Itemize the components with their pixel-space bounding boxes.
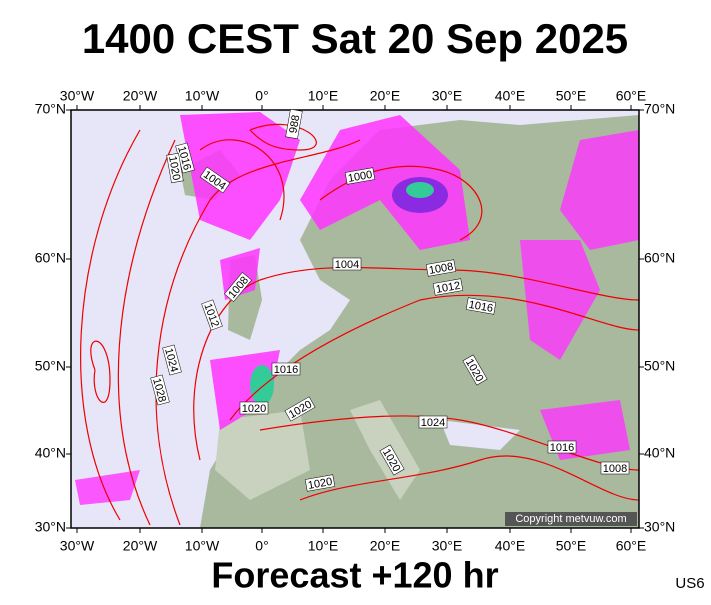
- isobar-value: 1016: [468, 299, 494, 315]
- isobar-label-box: [150, 374, 170, 406]
- forecast-label: Forecast +120 hr: [211, 555, 498, 596]
- isobar-label: 1020: [166, 152, 184, 184]
- latitude-label: 50°N: [35, 358, 66, 374]
- isobar-label: 1016: [465, 297, 497, 315]
- isobar-label-box: [425, 259, 457, 277]
- isobar-label: 1004: [332, 257, 362, 271]
- longitude-label: 20°W: [123, 538, 158, 554]
- longitude-label: 10°E: [308, 538, 339, 554]
- isobar-label-box: [600, 461, 630, 475]
- isobar-label-box: [285, 108, 303, 140]
- longitude-label: 40°E: [495, 538, 526, 554]
- isobar-label: 1016: [271, 362, 301, 376]
- isobar-value: 1016: [274, 364, 298, 376]
- longitude-label: 60°E: [616, 88, 647, 104]
- isobar-label: 1000: [344, 167, 376, 185]
- isobar-label-box: [201, 299, 223, 331]
- isobar-label-box: [547, 440, 577, 454]
- isobar-label-box: [332, 257, 362, 271]
- isobar-label-box: [224, 272, 252, 302]
- longitude-label: 20°E: [370, 88, 401, 104]
- isobar-value: 988: [287, 114, 302, 134]
- isobar-label-box: [239, 401, 269, 415]
- isobar-value: 1000: [347, 169, 373, 185]
- isobar-label: 988: [285, 108, 303, 140]
- isobar-label-box: [166, 152, 184, 184]
- latitude-label: 30°N: [35, 519, 66, 535]
- longitude-label: 30°E: [432, 88, 463, 104]
- isobar-value: 1020: [166, 155, 182, 181]
- longitude-label: 10°E: [308, 88, 339, 104]
- latitude-label: 60°N: [644, 250, 675, 266]
- latitude-label: 50°N: [644, 358, 675, 374]
- isobar-label: 1008: [425, 259, 457, 277]
- longitude-label: 50°E: [556, 538, 587, 554]
- longitude-label: 0°: [255, 88, 268, 104]
- longitude-label: 50°E: [556, 88, 587, 104]
- isobar-label-box: [199, 166, 231, 194]
- isobar-label-box: [284, 396, 316, 422]
- longitude-label: 30°E: [432, 538, 463, 554]
- isobar-label-box: [418, 415, 448, 429]
- isobar-label: 1012: [432, 278, 464, 296]
- longitude-label: 40°E: [495, 88, 526, 104]
- latitude-label: 60°N: [35, 250, 66, 266]
- isobar-value: 1024: [421, 417, 445, 429]
- longitude-label: 30°W: [60, 88, 95, 104]
- isobar-label-box: [432, 278, 464, 296]
- copyright-box: [505, 512, 637, 526]
- longitude-label: 0°: [255, 538, 268, 554]
- isobar-label: 1008: [600, 461, 630, 475]
- isobar-value: 1004: [335, 259, 359, 271]
- longitude-label: 60°E: [616, 538, 647, 554]
- isobar-value: 1008: [428, 261, 454, 277]
- latitude-label: 40°N: [644, 445, 675, 461]
- isobar-label-box: [304, 474, 336, 492]
- isobar-label-box: [271, 362, 301, 376]
- isobar-value: 1020: [307, 476, 333, 492]
- map-frame: [70, 109, 640, 529]
- isobar-label: 1024: [418, 415, 448, 429]
- isobar-label-box: [465, 297, 497, 315]
- isobar-label: 1020: [239, 401, 269, 415]
- isobar-label: 1016: [547, 440, 577, 454]
- longitude-label: 30°W: [60, 538, 95, 554]
- isobar-label-box: [462, 354, 488, 386]
- map-title: 1400 CEST Sat 20 Sep 2025: [82, 15, 628, 62]
- latitude-label: 40°N: [35, 445, 66, 461]
- isobar-value: 1016: [550, 442, 574, 454]
- longitude-label: 20°E: [370, 538, 401, 554]
- isobar-value: 1008: [603, 463, 627, 475]
- latitude-label: 30°N: [644, 519, 675, 535]
- isobar-label-box: [344, 167, 376, 185]
- isobar-label-box: [379, 444, 405, 476]
- model-code: US6: [675, 575, 704, 592]
- isobar-value: 1020: [242, 403, 266, 415]
- isobar-label-box: [162, 344, 182, 376]
- longitude-label: 10°W: [185, 538, 220, 554]
- copyright: Copyright metvuw.com: [515, 513, 626, 525]
- isobar-value: 1012: [435, 280, 461, 296]
- isobar-label: 1020: [304, 474, 336, 492]
- latitude-label: 70°N: [644, 101, 675, 117]
- longitude-label: 10°W: [185, 88, 220, 104]
- longitude-label: 20°W: [123, 88, 158, 104]
- latitude-label: 70°N: [35, 101, 66, 117]
